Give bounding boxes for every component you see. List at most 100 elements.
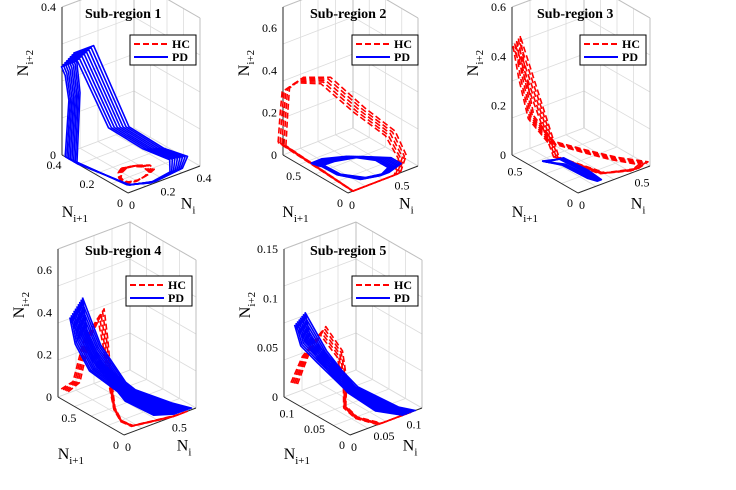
z-tick-label: 0.2 xyxy=(262,106,277,120)
z-axis-label-sub: i+2 xyxy=(474,50,486,65)
box-edge xyxy=(617,0,651,19)
box-edge xyxy=(57,221,131,250)
y-tick-label: 0 xyxy=(339,438,345,452)
x-axis-label: Ni xyxy=(177,438,192,459)
z-axis-label: Ni+2 xyxy=(465,50,486,76)
x-axis-label: Ni xyxy=(403,438,418,459)
series-hc-curve xyxy=(285,76,408,192)
z-axis-label-sub: i+2 xyxy=(246,292,258,307)
legend-label-hc: HC xyxy=(394,37,412,51)
z-tick-label: 0.2 xyxy=(37,348,52,362)
box-edge xyxy=(61,0,83,8)
z-tick-label: 0.6 xyxy=(262,21,277,35)
z-tick-label: 0.4 xyxy=(491,49,506,63)
grid-line xyxy=(133,127,201,167)
x-tick-label: 0.05 xyxy=(374,429,395,443)
panel-title: Sub-region 5 xyxy=(310,244,386,259)
x-axis-label: Ni xyxy=(181,196,196,217)
y-tick-label: 0.2 xyxy=(80,177,95,191)
grid-line xyxy=(528,137,601,165)
series-hc-curve xyxy=(515,40,645,175)
box-edge xyxy=(355,221,423,261)
x-axis-line xyxy=(577,165,651,194)
legend-label-hc: HC xyxy=(168,278,186,292)
box-edge xyxy=(511,0,533,8)
box-edge xyxy=(283,221,357,250)
x-tick-label: 0 xyxy=(579,198,585,212)
x-tick-label: 0.5 xyxy=(635,176,650,190)
z-tick-label: 0.6 xyxy=(37,263,52,277)
series-hc-curve xyxy=(67,307,189,427)
y-axis-line xyxy=(511,154,579,194)
grid-line xyxy=(299,137,370,165)
legend-label-hc: HC xyxy=(394,278,412,292)
panel-title: Sub-region 1 xyxy=(85,7,161,22)
x-tick-label: 0.2 xyxy=(161,185,176,199)
x-axis-line xyxy=(127,165,201,194)
y-tick-label: 0.05 xyxy=(304,422,325,436)
z-axis-label-sub: i+2 xyxy=(24,50,36,65)
chart-panel-4: 0 0.5 0 0.5 0 0.2 0.4 0.6 Ni Ni+1 Ni+2 Sub-region 4… xyxy=(11,221,197,467)
z-tick-label: 0.4 xyxy=(262,63,277,77)
series-pd-curve xyxy=(78,301,189,413)
grid-line xyxy=(282,16,354,45)
z-tick-label: 0.05 xyxy=(257,341,278,355)
legend-label-pd: PD xyxy=(168,291,184,305)
y-axis-label: Ni+1 xyxy=(282,204,308,225)
y-tick-label: 0 xyxy=(117,196,123,210)
x-tick-label: 0 xyxy=(125,440,131,454)
legend-box xyxy=(351,34,419,66)
grid-line xyxy=(300,379,373,407)
grid-line xyxy=(129,369,197,409)
legend-label-pd: PD xyxy=(394,291,410,305)
legend-box xyxy=(125,275,193,307)
x-tick-label: 0 xyxy=(351,440,357,454)
series-pd-curve xyxy=(80,299,191,412)
grid-line xyxy=(565,134,633,174)
y-axis-label-sub: i+1 xyxy=(69,455,84,467)
box-edge xyxy=(129,221,197,261)
legend-label-hc: HC xyxy=(622,37,640,51)
box-edge xyxy=(386,0,419,19)
series-hc-curve xyxy=(514,43,642,175)
z-tick-label: 0.4 xyxy=(41,0,56,14)
legend-box xyxy=(129,34,197,66)
series-pd-curve xyxy=(319,155,403,179)
chart-panel-2: 0 0.5 0 0.5 0 0.2 0.4 0.6 Ni Ni+1 Ni+2 Sub-region 2… xyxy=(236,0,419,225)
z-tick-label: 0 xyxy=(46,390,52,404)
grid-line xyxy=(352,127,419,167)
series-hc-curve xyxy=(120,164,155,183)
grid-line xyxy=(115,134,183,174)
z-tick-label: 0.6 xyxy=(491,0,506,14)
y-tick-label: 0 xyxy=(337,196,343,210)
y-tick-label: 0 xyxy=(567,196,573,210)
y-tick-label: 0.5 xyxy=(61,411,76,425)
x-axis-label-sub: i xyxy=(411,205,414,217)
x-tick-label: 0 xyxy=(129,198,135,212)
grid-line xyxy=(282,53,354,82)
y-tick-label: 0.5 xyxy=(286,169,301,183)
x-axis-label: Ni xyxy=(399,196,414,217)
z-tick-label: 0 xyxy=(271,148,277,162)
y-tick-label: 0.1 xyxy=(280,406,295,420)
y-axis-label-sub: i+1 xyxy=(73,213,88,225)
legend-label-pd: PD xyxy=(394,50,410,64)
x-tick-label: 0.4 xyxy=(197,171,212,185)
z-tick-label: 0 xyxy=(500,148,506,162)
grid-line xyxy=(316,388,390,417)
legend-label-pd: PD xyxy=(172,50,188,64)
x-tick-label: 0.5 xyxy=(395,179,410,193)
grid-line xyxy=(544,146,618,175)
z-axis-label-sub: i+2 xyxy=(245,50,257,65)
grid-line xyxy=(283,295,357,324)
z-tick-label: 0.15 xyxy=(257,242,278,256)
grid-line xyxy=(57,258,131,287)
y-axis-line xyxy=(282,154,349,194)
series-hc-curve xyxy=(296,325,413,425)
panel-title: Sub-region 3 xyxy=(537,7,613,22)
x-tick-label: 0.1 xyxy=(407,418,422,432)
y-axis-label-sub: i+1 xyxy=(523,213,538,225)
y-axis-label: Ni+1 xyxy=(512,204,538,225)
